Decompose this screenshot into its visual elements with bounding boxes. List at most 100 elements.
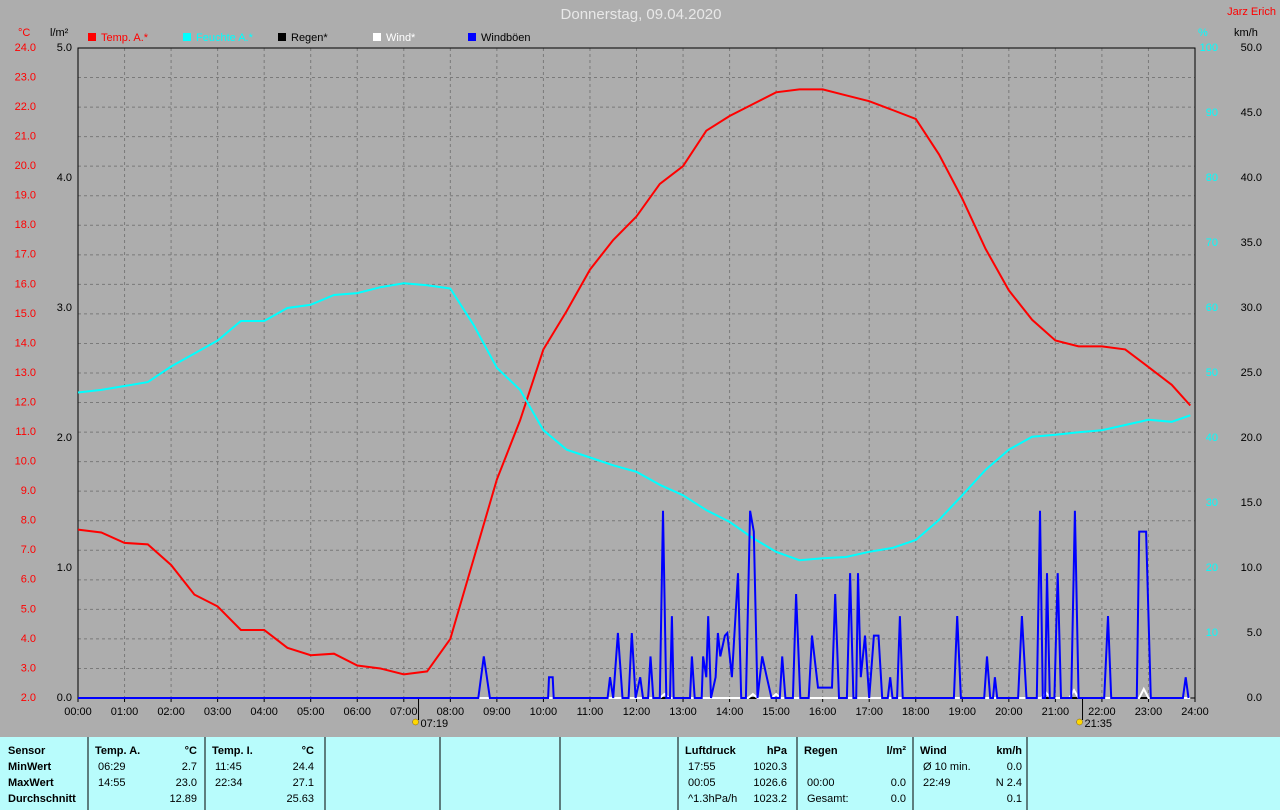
y-tick-label: 15.0 bbox=[15, 308, 36, 320]
cell-label: Gesamt: bbox=[807, 793, 849, 805]
legend-label: Wind* bbox=[386, 32, 416, 44]
y3-tick-label: 25.0 bbox=[1241, 367, 1262, 379]
y3-tick-label: 30.0 bbox=[1241, 302, 1262, 314]
legend-swatch bbox=[183, 33, 191, 41]
cell-label: 00:05 bbox=[688, 777, 716, 789]
x-tick-label: 08:00 bbox=[437, 706, 465, 718]
group-header: Temp. I. bbox=[212, 745, 253, 757]
legend-label: Temp. A.* bbox=[101, 32, 149, 44]
stats-table bbox=[0, 737, 1280, 810]
y-tick-label: 16.0 bbox=[15, 278, 36, 290]
y-tick-label: 6.0 bbox=[21, 574, 36, 586]
cell-label: 14:55 bbox=[98, 777, 126, 789]
x-tick-label: 14:00 bbox=[716, 706, 744, 718]
y-tick-label: 24.0 bbox=[15, 42, 36, 54]
y2-tick-label: 100 bbox=[1200, 42, 1218, 54]
y-tick-label: 23.0 bbox=[15, 71, 36, 83]
cell-label: 11:45 bbox=[215, 761, 242, 773]
group-header: Luftdruck bbox=[685, 745, 737, 757]
y-tick-label: 3.0 bbox=[21, 662, 36, 674]
x-tick-label: 16:00 bbox=[809, 706, 837, 718]
series-line bbox=[77, 88, 1192, 676]
y4-tick-label: 3.0 bbox=[57, 302, 72, 314]
row-label: MinWert bbox=[8, 761, 52, 773]
y4-tick-label: 4.0 bbox=[57, 172, 72, 184]
y-tick-label: 13.0 bbox=[15, 367, 36, 379]
x-tick-label: 07:00 bbox=[390, 706, 418, 718]
x-tick-label: 22:00 bbox=[1088, 706, 1116, 718]
y3-tick-label: 15.0 bbox=[1241, 497, 1262, 509]
cell-label: Ø 10 min. bbox=[923, 761, 971, 773]
x-tick-label: 21:00 bbox=[1042, 706, 1070, 718]
y-tick-label: 22.0 bbox=[15, 101, 36, 113]
cell-value: 0.0 bbox=[1007, 761, 1022, 773]
y-tick-label: 21.0 bbox=[15, 131, 36, 143]
cell-value: 1023.2 bbox=[753, 793, 787, 805]
x-tick-label: 04:00 bbox=[250, 706, 278, 718]
series-line bbox=[78, 510, 1190, 699]
y4-axis-label: l/m² bbox=[50, 27, 69, 39]
y3-tick-label: 50.0 bbox=[1241, 42, 1262, 54]
y-tick-label: 19.0 bbox=[15, 190, 36, 202]
y-tick-label: 12.0 bbox=[15, 396, 36, 408]
cell-value: N 2.4 bbox=[996, 777, 1022, 789]
x-tick-label: 10:00 bbox=[530, 706, 558, 718]
legend-swatch bbox=[468, 33, 476, 41]
cell-value: 0.0 bbox=[891, 777, 906, 789]
x-tick-label: 19:00 bbox=[949, 706, 977, 718]
x-tick-label: 15:00 bbox=[762, 706, 790, 718]
author: Jarz Erich bbox=[1227, 6, 1276, 18]
y-tick-label: 18.0 bbox=[15, 219, 36, 231]
x-tick-label: 06:00 bbox=[343, 706, 371, 718]
x-tick-label: 03:00 bbox=[204, 706, 232, 718]
y-axis-label: °C bbox=[18, 27, 30, 39]
y-tick-label: 11.0 bbox=[15, 426, 36, 438]
sun-label: 07:19 bbox=[421, 718, 449, 730]
y3-tick-label: 0.0 bbox=[1247, 692, 1262, 704]
y3-tick-label: 35.0 bbox=[1241, 237, 1262, 249]
x-tick-label: 24:00 bbox=[1181, 706, 1209, 718]
y2-tick-label: 80 bbox=[1206, 172, 1218, 184]
cell-value: 1026.6 bbox=[753, 777, 787, 789]
cell-label: 22:34 bbox=[215, 777, 243, 789]
group-unit: km/h bbox=[996, 745, 1022, 757]
sun-icon bbox=[412, 718, 419, 726]
sun-label: 21:35 bbox=[1085, 718, 1113, 730]
x-tick-label: 20:00 bbox=[995, 706, 1023, 718]
y-tick-label: 10.0 bbox=[15, 456, 36, 468]
y2-tick-label: 30 bbox=[1206, 497, 1218, 509]
y3-tick-label: 10.0 bbox=[1241, 562, 1262, 574]
y-tick-label: 5.0 bbox=[21, 603, 36, 615]
y3-axis-label: km/h bbox=[1234, 27, 1258, 39]
y2-tick-label: 20 bbox=[1206, 562, 1218, 574]
y-tick-label: 14.0 bbox=[15, 337, 36, 349]
legend-label: Feuchte A.* bbox=[196, 32, 254, 44]
group-header: Regen bbox=[804, 745, 838, 757]
y-tick-label: 4.0 bbox=[21, 633, 36, 645]
x-tick-label: 09:00 bbox=[483, 706, 511, 718]
cell-value: 0.0 bbox=[891, 793, 906, 805]
cell-label: 17:55 bbox=[688, 761, 716, 773]
y2-tick-label: 10 bbox=[1206, 627, 1218, 639]
y-tick-label: 8.0 bbox=[21, 515, 36, 527]
cell-label: ^1.3hPa/h bbox=[688, 793, 737, 805]
legend-swatch bbox=[88, 33, 96, 41]
sun-icon bbox=[1076, 718, 1083, 726]
y2-tick-label: 50 bbox=[1206, 367, 1218, 379]
cell-label: 06:29 bbox=[98, 761, 126, 773]
x-tick-label: 18:00 bbox=[902, 706, 930, 718]
y-tick-label: 2.0 bbox=[21, 692, 36, 704]
x-tick-label: 13:00 bbox=[669, 706, 697, 718]
y3-tick-label: 20.0 bbox=[1241, 432, 1262, 444]
legend-label: Windböen bbox=[481, 32, 531, 44]
cell-value: 25.63 bbox=[286, 793, 314, 805]
x-tick-label: 00:00 bbox=[64, 706, 92, 718]
table-corner: Sensor bbox=[8, 745, 46, 757]
x-tick-label: 12:00 bbox=[623, 706, 651, 718]
y2-axis-label: % bbox=[1198, 27, 1208, 39]
y-tick-label: 17.0 bbox=[15, 249, 36, 261]
row-label: Durchschnitt bbox=[8, 793, 76, 805]
y3-tick-label: 45.0 bbox=[1241, 107, 1262, 119]
y2-tick-label: 90 bbox=[1206, 107, 1218, 119]
